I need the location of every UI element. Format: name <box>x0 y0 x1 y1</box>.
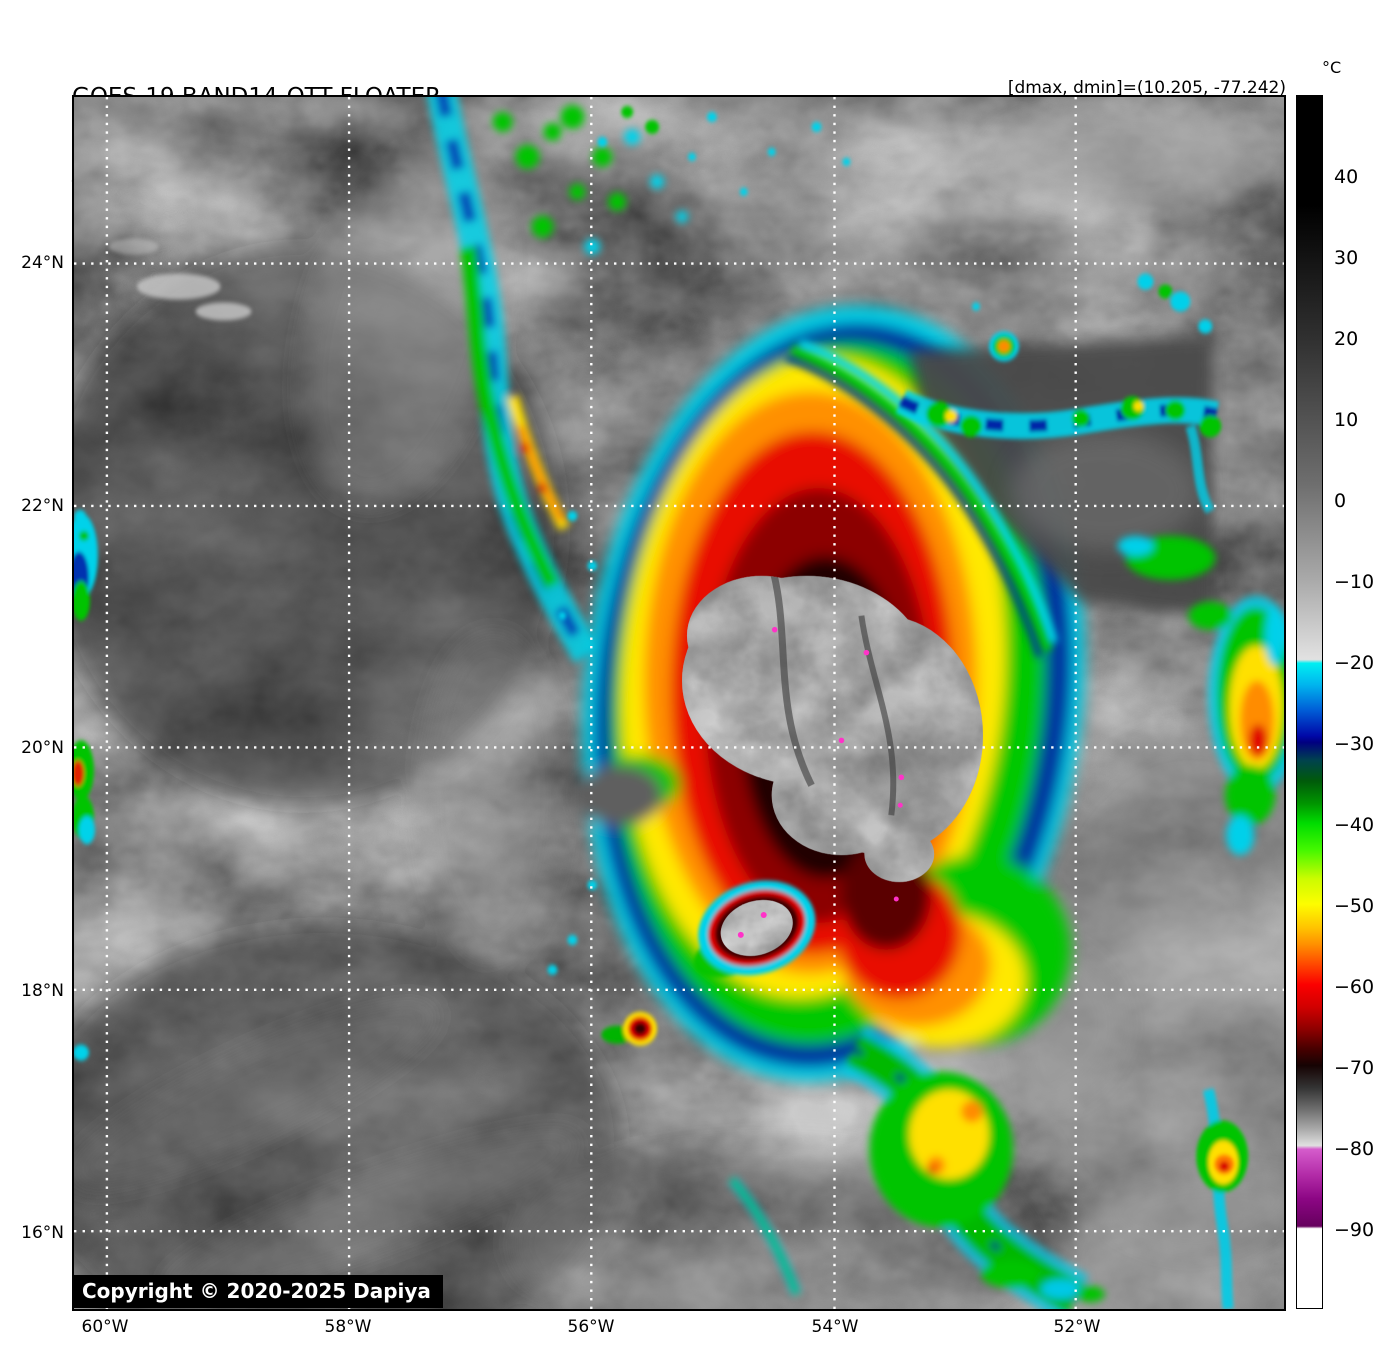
colorbar-tick: −70 <box>1334 1057 1375 1079</box>
colorbar-tick: −60 <box>1334 976 1375 998</box>
top-scattered-specks <box>108 105 981 321</box>
lon-label: 52°W <box>1053 1317 1101 1337</box>
colorbar-tick: 10 <box>1334 409 1359 431</box>
colorbar-tick: −20 <box>1334 652 1375 674</box>
left-edge-cells <box>74 509 98 1061</box>
eastern-cell-band <box>895 273 1222 514</box>
colorbar-unit-label: °C <box>1322 58 1342 77</box>
temperature-colorbar <box>1296 95 1323 1309</box>
lat-label: 20°N <box>21 738 64 758</box>
lat-label: 24°N <box>21 253 64 273</box>
lat-label: 22°N <box>21 496 64 516</box>
colorbar-tick: −10 <box>1334 571 1375 593</box>
northwest-convective-band <box>427 97 688 664</box>
small-convective-cell <box>601 1011 658 1046</box>
dmax-dmin-readout: [dmax, dmin]=(10.205, -77.242) <box>1007 78 1286 98</box>
bottom-right-streak <box>1196 1088 1249 1309</box>
overshoot-ring-cell <box>693 880 816 978</box>
southeast-band <box>728 1025 1105 1309</box>
copyright-watermark: Copyright © 2020-2025 Dapiya <box>74 1275 443 1308</box>
colorbar-tick: 0 <box>1334 490 1347 512</box>
lon-label: 60°W <box>81 1317 129 1337</box>
lat-label: 16°N <box>21 1223 64 1243</box>
colorbar-tick: 20 <box>1334 328 1359 350</box>
colorbar-tick: −50 <box>1334 895 1375 917</box>
coldest-pixel-markers <box>737 626 905 938</box>
colorbar-tick: −40 <box>1334 814 1375 836</box>
right-edge-cells <box>1117 535 1284 856</box>
lon-label: 58°W <box>324 1317 372 1337</box>
lon-label: 56°W <box>567 1317 615 1337</box>
satellite-imagery <box>74 97 1284 1309</box>
satellite-map-panel: Copyright © 2020-2025 Dapiya <box>72 95 1286 1311</box>
colorbar-tick: 30 <box>1334 247 1359 269</box>
colorbar-tick: −80 <box>1334 1138 1375 1160</box>
lon-label: 54°W <box>811 1317 859 1337</box>
lat-label: 18°N <box>21 981 64 1001</box>
colorbar-tick: −90 <box>1334 1219 1375 1241</box>
colorbar-tick: 40 <box>1334 166 1359 188</box>
colorbar-tick: −30 <box>1334 733 1375 755</box>
